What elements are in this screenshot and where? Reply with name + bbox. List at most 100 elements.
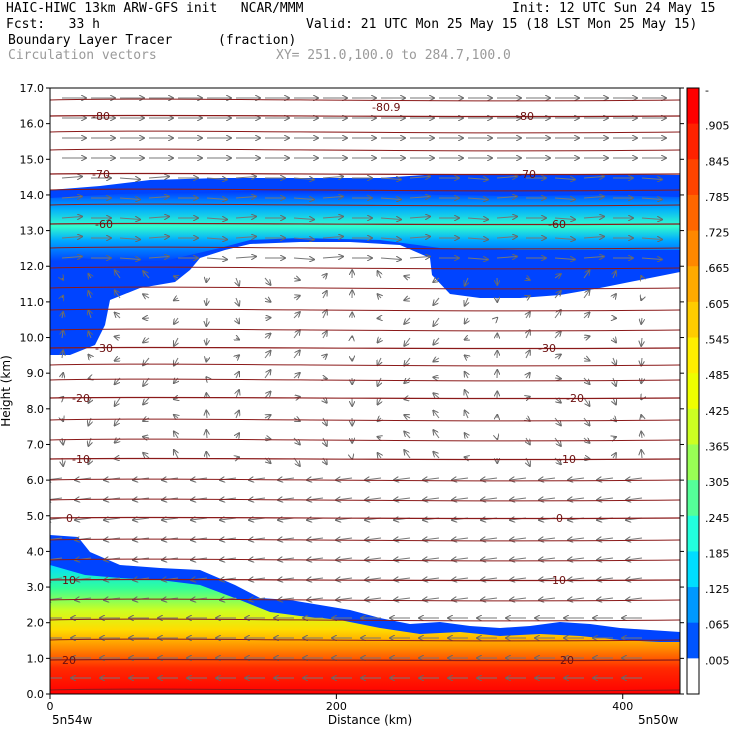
wind-vector — [452, 578, 469, 580]
wind-vector — [554, 310, 561, 319]
wind-vector — [409, 257, 430, 259]
temperature-contour-line — [50, 578, 680, 582]
wind-vector — [264, 351, 271, 359]
wind-vector — [554, 291, 561, 299]
field-name: Boundary Layer Tracer — [8, 33, 173, 48]
wind-vector — [423, 478, 440, 480]
wind-vector — [75, 518, 92, 520]
wind-vector — [626, 538, 643, 540]
colorbar-swatch — [687, 480, 699, 517]
temperature-contour-line — [50, 688, 680, 692]
wind-vector — [62, 312, 63, 319]
y-tick-label: 7.0 — [27, 438, 45, 451]
wind-vector — [583, 270, 589, 279]
wind-vector — [597, 538, 614, 540]
wind-vector — [465, 433, 468, 438]
temperature-contour-line — [50, 98, 680, 102]
wind-vector — [539, 538, 556, 540]
wind-vector — [143, 271, 150, 279]
wind-vector — [626, 498, 643, 500]
temperature-contour-line — [50, 346, 680, 350]
tracer-fill — [50, 174, 680, 694]
wind-vector — [404, 415, 411, 418]
wind-vector — [465, 318, 468, 323]
wind-vector — [88, 331, 91, 339]
wind-vector — [206, 238, 227, 240]
contour-label: -10 — [558, 453, 576, 466]
temperature-contour-line — [50, 203, 680, 207]
temperature-contour-line — [50, 618, 680, 622]
wind-vector — [526, 296, 530, 298]
wind-vector — [119, 218, 140, 220]
wind-vector — [394, 478, 411, 480]
left-endpoint: 5n54w — [52, 713, 93, 727]
wind-vector — [465, 457, 468, 458]
wind-vector — [174, 450, 178, 459]
wind-vector — [380, 238, 401, 240]
wind-vector — [293, 437, 300, 444]
wind-vector — [409, 237, 430, 239]
colorbar-label: .485 — [705, 369, 730, 382]
wind-vector — [50, 578, 63, 580]
wind-vector — [539, 578, 556, 580]
right-endpoint: 5n50w — [638, 713, 679, 727]
vector-label: Circulation vectors — [8, 48, 157, 63]
colorbar-swatch — [687, 194, 699, 232]
wind-vector — [583, 417, 589, 425]
wind-vector — [496, 257, 517, 259]
wind-vector — [365, 558, 382, 560]
wind-vector — [404, 450, 411, 459]
wind-vector — [641, 276, 642, 278]
wind-vector — [554, 331, 561, 339]
wind-vector — [409, 217, 430, 219]
wind-vector — [641, 357, 642, 366]
wind-vector — [380, 258, 401, 260]
wind-vector — [526, 350, 530, 359]
wind-vector — [62, 278, 63, 280]
wind-vector — [613, 271, 616, 279]
colorbar-label: .545 — [705, 334, 730, 347]
wind-vector — [293, 312, 300, 319]
wind-vector — [394, 578, 411, 580]
colorbar-label: .305 — [705, 476, 730, 489]
wind-vector — [174, 378, 178, 383]
wind-vector — [467, 238, 488, 240]
wind-vector — [174, 276, 178, 278]
wind-vector — [143, 338, 150, 342]
contour-label: -10 — [72, 453, 90, 466]
wind-vector — [597, 558, 614, 560]
wind-vector — [293, 238, 314, 240]
temperature-contour-line — [50, 478, 680, 482]
y-tick-label: 11.0 — [20, 296, 45, 309]
wind-vector — [641, 178, 662, 180]
wind-vector — [539, 498, 556, 500]
wind-vector — [539, 598, 556, 600]
wind-vector — [641, 432, 642, 439]
wind-vector — [119, 178, 140, 180]
wind-vector — [568, 498, 585, 500]
y-tick-label: 5.0 — [27, 510, 45, 523]
colorbar-swatch — [687, 230, 699, 267]
wind-vector — [583, 217, 604, 219]
contour-label: -30 — [95, 342, 113, 355]
temperature-contour-line — [50, 516, 680, 520]
wind-vector — [583, 237, 604, 239]
temperature-contour-line — [50, 638, 680, 642]
wind-vector — [50, 478, 63, 480]
temperature-contours: 20 20 10 10 0 0 -10 -10 -20 -20 -30 -30 -60 -60 -70 -70… — [50, 98, 680, 692]
wind-vector — [641, 238, 662, 240]
wind-vector — [143, 453, 150, 458]
colorbar-swatch — [687, 373, 699, 410]
wind-vector — [404, 276, 411, 278]
wind-vector — [378, 377, 381, 386]
colorbar-swatch — [687, 551, 699, 588]
wind-vector — [206, 317, 207, 326]
wind-vector — [568, 538, 585, 540]
wind-vector — [465, 338, 468, 340]
temperature-contour-line — [50, 266, 680, 270]
wind-vector — [323, 310, 327, 319]
wind-vector — [568, 558, 585, 560]
temperature-contour-line — [50, 148, 680, 152]
wind-vector — [293, 350, 300, 359]
y-tick-label: 14.0 — [20, 189, 45, 202]
